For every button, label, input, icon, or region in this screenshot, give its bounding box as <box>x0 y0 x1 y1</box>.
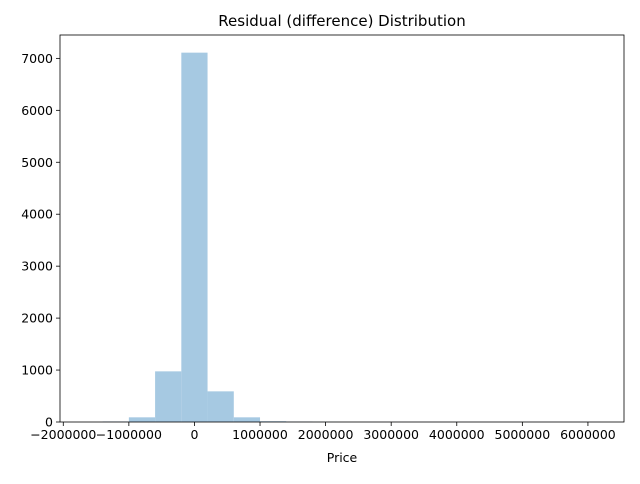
y-tick-label: 1000 <box>21 363 53 378</box>
chart-title: Residual (difference) Distribution <box>218 12 465 30</box>
histogram-bar <box>234 417 260 422</box>
y-tick-label: 7000 <box>21 51 53 66</box>
y-tick-label: 0 <box>45 415 53 430</box>
histogram-bar <box>129 417 155 422</box>
y-tick-label: 2000 <box>21 311 53 326</box>
x-tick-label: −2000000 <box>30 427 96 442</box>
y-tick-label: 3000 <box>21 259 53 274</box>
x-tick-label: 1000000 <box>232 427 288 442</box>
y-tick-label: 6000 <box>21 103 53 118</box>
x-tick-label: 5000000 <box>495 427 551 442</box>
x-tick-label: 6000000 <box>560 427 616 442</box>
y-axis-ticks: 0 1000 2000 3000 4000 5000 6000 7000 <box>21 51 60 430</box>
histogram-bars <box>103 53 601 422</box>
x-axis-label: Price <box>327 450 358 465</box>
x-tick-label: 3000000 <box>363 427 419 442</box>
x-tick-label: −1000000 <box>96 427 162 442</box>
x-tick-label: 4000000 <box>429 427 485 442</box>
histogram-bar <box>208 391 234 422</box>
x-tick-label: 0 <box>190 427 198 442</box>
x-tick-label: 2000000 <box>298 427 354 442</box>
histogram-bar <box>155 371 181 422</box>
plot-frame <box>60 35 624 422</box>
histogram-bar <box>181 53 207 422</box>
y-tick-label: 4000 <box>21 207 53 222</box>
x-axis-ticks: −2000000−1000000 0 1000000 2000000 3000000 40… <box>30 422 616 442</box>
y-tick-label: 5000 <box>21 155 53 170</box>
